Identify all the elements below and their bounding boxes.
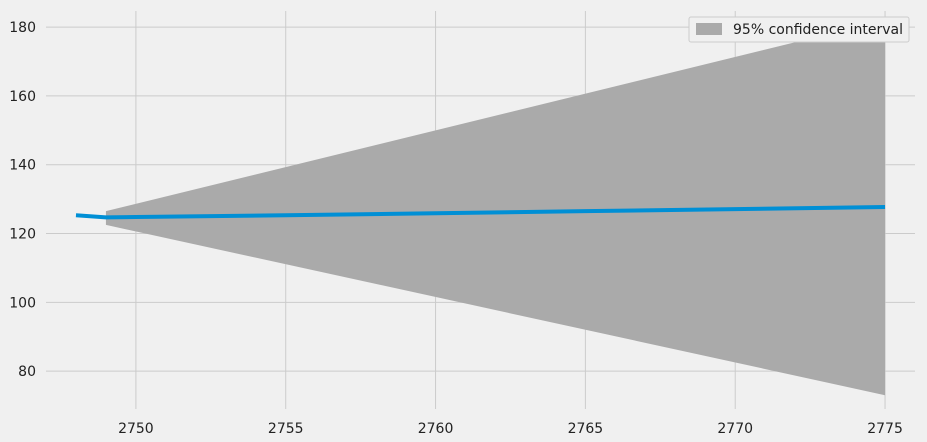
legend-box (688, 16, 910, 43)
legend-swatch (696, 23, 722, 35)
legend-label: 95% confidence interval (733, 22, 903, 38)
x-tick-label: 2770 (717, 421, 753, 437)
y-tick-label: 180 (9, 20, 36, 36)
y-tick-label: 120 (9, 227, 36, 243)
y-tick-label: 140 (9, 158, 36, 174)
x-tick-label: 2755 (268, 421, 304, 437)
x-axis-ticks: 2750 2755 2760 2765 2770 2775 (118, 421, 903, 437)
series-lines (75, 205, 886, 220)
x-tick-label: 2765 (568, 421, 604, 437)
y-tick-label: 80 (18, 364, 36, 380)
y-tick-label: 100 (9, 295, 36, 311)
x-tick-label: 2750 (118, 421, 154, 437)
x-tick-label: 2775 (867, 421, 903, 437)
forecast-line (75, 205, 886, 220)
confidence-interval-band (105, 20, 886, 396)
y-axis-ticks: 80 100 120 140 160 180 (9, 20, 36, 380)
confidence-bands (105, 20, 886, 396)
legend: 95% confidence interval (688, 16, 910, 43)
x-tick-label: 2760 (418, 421, 454, 437)
y-tick-label: 160 (9, 89, 36, 105)
